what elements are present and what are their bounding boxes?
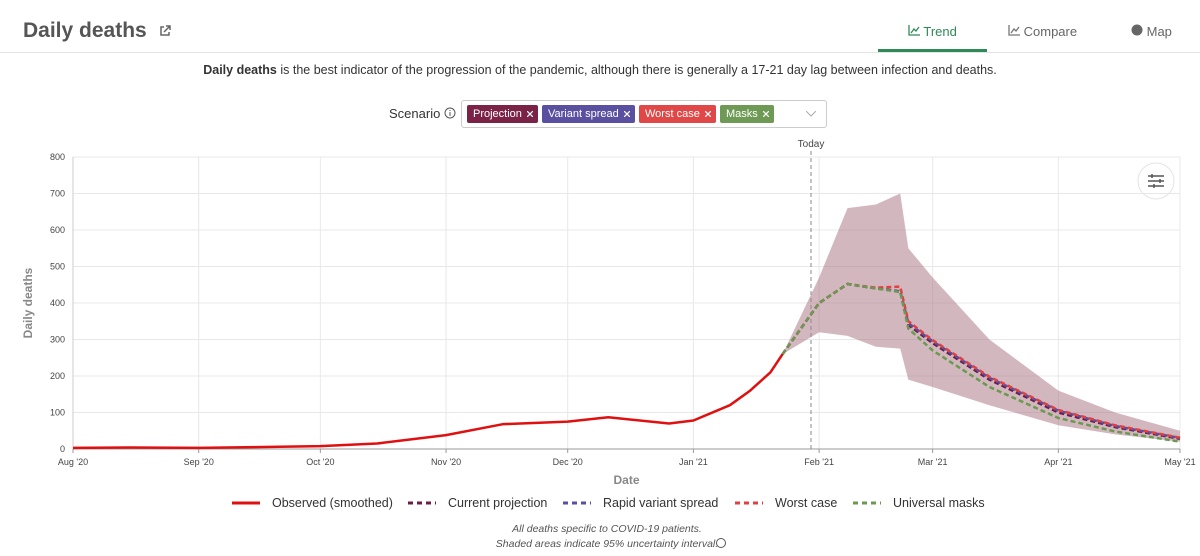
settings-button[interactable] — [1137, 162, 1175, 200]
legend-item[interactable]: Universal masks — [853, 496, 985, 510]
legend-item[interactable]: Worst case — [735, 496, 837, 510]
uncertainty-band — [782, 193, 1180, 442]
legend-label: Universal masks — [893, 496, 985, 510]
scenario-chip[interactable]: Worst case — [639, 105, 716, 123]
header: Daily deaths Trend Compare Map — [0, 0, 1200, 53]
info-icon — [716, 538, 726, 548]
x-tick-label: Oct '20 — [306, 457, 334, 467]
series-line — [781, 282, 1181, 440]
legend-label: Observed (smoothed) — [272, 496, 393, 510]
tab-label: Map — [1146, 24, 1172, 39]
legend-item[interactable]: Current projection — [408, 496, 547, 510]
legend-label: Current projection — [448, 496, 547, 510]
x-tick-label: Mar '21 — [918, 457, 948, 467]
series-line — [781, 282, 1181, 441]
description: Daily deaths is the best indicator of th… — [0, 63, 1200, 77]
y-tick-label: 300 — [50, 335, 65, 345]
footnote: All deaths specific to COVID-19 patients… — [511, 523, 702, 535]
legend-label: Rapid variant spread — [603, 496, 718, 510]
scenario-chip[interactable]: Masks — [720, 105, 774, 123]
tab-map[interactable]: Map — [1131, 24, 1172, 39]
x-axis-title: Date — [613, 473, 639, 487]
chip-label: Masks — [726, 108, 758, 120]
x-tick-label: Feb '21 — [804, 457, 834, 467]
x-tick-label: Jan '21 — [679, 457, 708, 467]
legend-label: Worst case — [775, 496, 837, 510]
page-title: Daily deaths — [23, 19, 171, 43]
x-tick-label: Sep '20 — [184, 457, 214, 467]
tab-compare[interactable]: Compare — [1008, 24, 1077, 39]
y-tick-label: 200 — [50, 371, 65, 381]
description-text: is the best indicator of the progression… — [280, 63, 997, 77]
series-line — [781, 282, 1181, 443]
y-tick-label: 100 — [50, 408, 65, 418]
series-line — [72, 353, 784, 450]
y-tick-label: 0 — [60, 444, 65, 454]
x-tick-label: Apr '21 — [1044, 457, 1072, 467]
y-tick-label: 700 — [50, 189, 65, 199]
tab-label: Trend — [923, 24, 957, 39]
y-tick-label: 500 — [50, 262, 65, 272]
chip-remove[interactable] — [623, 111, 630, 117]
tab-icon — [1131, 24, 1143, 36]
today-label: Today — [798, 139, 825, 150]
scenario-select[interactable]: Projection Variant spread Worst case Masks — [461, 100, 827, 128]
scenario-text: Scenario — [389, 106, 441, 121]
scenario-chip[interactable]: Variant spread — [542, 105, 635, 123]
y-tick-label: 400 — [50, 298, 65, 308]
tab-label: Compare — [1023, 24, 1078, 39]
x-tick-label: May '21 — [1164, 457, 1195, 467]
scenario-label: Scenario — [389, 106, 456, 121]
chip-label: Projection — [473, 108, 522, 120]
series-line — [781, 282, 1181, 439]
tab-icon — [908, 25, 920, 36]
scenario-chip[interactable]: Projection — [467, 105, 538, 123]
y-tick-label: 800 — [50, 152, 65, 162]
y-axis-title: Daily deaths — [21, 267, 35, 338]
y-tick-label: 600 — [50, 225, 65, 235]
x-tick-label: Aug '20 — [58, 457, 88, 467]
tab-trend[interactable]: Trend — [908, 24, 957, 39]
chip-remove[interactable] — [526, 111, 533, 117]
chip-remove[interactable] — [704, 111, 711, 117]
tab-icon — [1008, 25, 1020, 36]
chip-remove[interactable] — [762, 111, 769, 117]
active-tab-underline — [878, 49, 987, 52]
footnote: Shaded areas indicate 95% uncertainty in… — [496, 538, 718, 550]
x-tick-label: Nov '20 — [431, 457, 461, 467]
external-link-icon[interactable] — [159, 25, 171, 37]
title-text: Daily deaths — [23, 19, 147, 42]
description-bold: Daily deaths — [203, 63, 277, 77]
settings-icon — [1148, 174, 1164, 188]
legend-item[interactable]: Observed (smoothed) — [232, 496, 393, 510]
chip-label: Worst case — [645, 108, 700, 120]
x-tick-label: Dec '20 — [553, 457, 583, 467]
chip-label: Variant spread — [548, 108, 619, 120]
legend-item[interactable]: Rapid variant spread — [563, 496, 718, 510]
dropdown-arrow[interactable] — [806, 111, 816, 117]
info-icon[interactable] — [444, 107, 456, 119]
